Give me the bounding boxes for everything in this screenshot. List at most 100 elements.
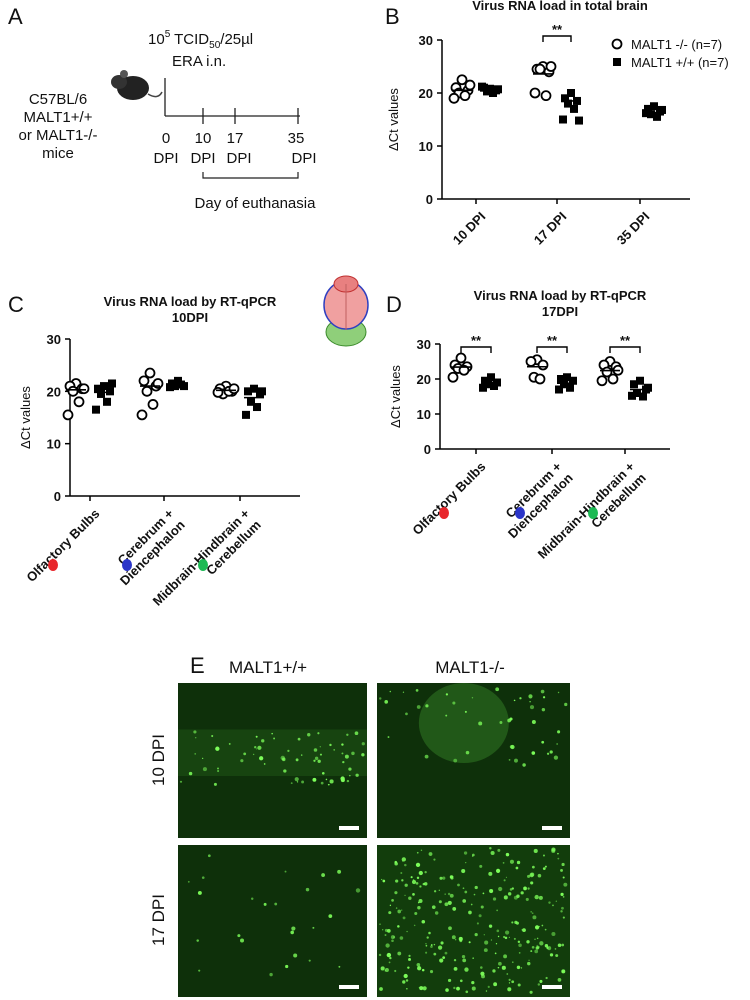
fluorescent-spot [415, 862, 421, 868]
day: 10 [195, 130, 212, 147]
fluorescent-spot [387, 736, 390, 739]
panel-label: A [8, 4, 23, 29]
point [630, 380, 638, 389]
fluorescent-spot [389, 956, 392, 960]
point [540, 90, 552, 102]
fluorescent-spot [291, 926, 296, 931]
x-tick-label-line: 17 DPI [531, 209, 570, 248]
point [67, 385, 79, 397]
fluorescent-spot [414, 911, 418, 915]
fluorescent-spot [404, 883, 408, 887]
fluorescent-spot [487, 985, 490, 988]
fluorescent-spot [490, 850, 495, 856]
fluorescent-spot [273, 737, 276, 740]
fluorescent-spot [458, 936, 463, 941]
point [94, 384, 102, 393]
y-tick-label: 30 [417, 337, 431, 352]
fluorescent-spot [430, 945, 433, 949]
point [555, 385, 563, 394]
point [567, 89, 575, 97]
fluorescent-spot [329, 743, 332, 747]
fluorescent-spot [478, 721, 483, 726]
fluorescent-spot [470, 903, 473, 906]
fluorescent-spot [417, 906, 421, 910]
fluorescent-spot [379, 987, 383, 991]
fluorescent-spot [488, 924, 493, 928]
point [103, 397, 111, 406]
point [647, 110, 655, 119]
fluorescent-spot [482, 892, 485, 895]
point [456, 74, 468, 86]
fluorescent-spot [556, 743, 559, 745]
fluorescent-spot [384, 700, 389, 704]
fluorescent-spot [552, 904, 554, 907]
fluorescent-spot [541, 707, 546, 712]
point [253, 403, 261, 412]
point [106, 387, 114, 396]
fluorescent-spot [480, 966, 483, 969]
fluorescent-spot [415, 882, 419, 885]
fluorescent-spot [488, 871, 493, 876]
day-unit: DPI [190, 150, 215, 167]
fluorescent-spot [531, 865, 535, 869]
fluorescent-spot [442, 876, 446, 880]
fluorescent-spot [355, 773, 359, 777]
fluorescent-spot [317, 759, 321, 763]
fluorescent-spot [449, 875, 454, 879]
fluorescent-spot [530, 881, 534, 885]
point [447, 371, 459, 383]
fluorescent-spot [217, 769, 220, 773]
point [141, 385, 153, 397]
fluorescent-spot [439, 876, 443, 880]
fluorescent-spot [406, 987, 408, 990]
day: 0 [162, 130, 170, 147]
fluorescent-spot [508, 936, 510, 938]
fluorescent-spot [447, 892, 451, 896]
scale-bar [542, 985, 562, 989]
fluorescent-spot [511, 921, 514, 924]
fluorescent-spot [319, 746, 321, 748]
fluorescent-spot [422, 882, 426, 886]
x-tick-label: Olfactory Bulbs [409, 459, 488, 538]
point [653, 112, 661, 121]
fluorescent-spot [453, 966, 458, 971]
fluorescent-spot [261, 739, 265, 743]
fluorescent-spot [529, 990, 533, 994]
panel-label: C [8, 292, 24, 317]
point [73, 396, 85, 408]
fluorescent-spot [196, 939, 199, 942]
fluorescent-spot [485, 990, 488, 992]
fluorescent-spot [438, 889, 441, 892]
significance-bracket [536, 346, 568, 353]
fluorescent-spot [536, 937, 539, 940]
fluorescent-spot [404, 894, 406, 897]
fluorescent-spot [243, 752, 247, 756]
fluorescent-spot [256, 748, 258, 750]
fluorescent-spot [526, 940, 530, 944]
fluorescent-spot [397, 909, 402, 914]
significance-bracket [460, 346, 492, 353]
fluorescent-spot [518, 952, 521, 954]
fluorescent-spot [284, 870, 287, 873]
fluorescent-spot [495, 687, 500, 692]
fluorescent-spot [471, 986, 476, 991]
fluorescent-spot [557, 852, 559, 855]
fluorescent-spot [445, 693, 449, 696]
fluorescent-spot [384, 967, 389, 972]
micrograph [377, 845, 570, 997]
region-dot [515, 507, 525, 519]
fluorescent-spot [520, 967, 523, 969]
fluorescent-spot [493, 982, 498, 987]
significance-label: ** [547, 333, 558, 348]
panel-label: D [386, 292, 402, 317]
fluorescent-spot [198, 969, 201, 972]
fluorescent-spot [433, 943, 436, 946]
fluorescent-spot [529, 705, 535, 710]
fluorescent-spot [499, 721, 503, 724]
fluorescent-spot [534, 925, 540, 930]
fluorescent-spot [194, 736, 197, 739]
fluorescent-spot [557, 691, 560, 694]
fluorescent-spot [215, 746, 220, 751]
fluorescent-spot [541, 740, 545, 744]
x-tick-label: 17 DPI [531, 209, 570, 248]
